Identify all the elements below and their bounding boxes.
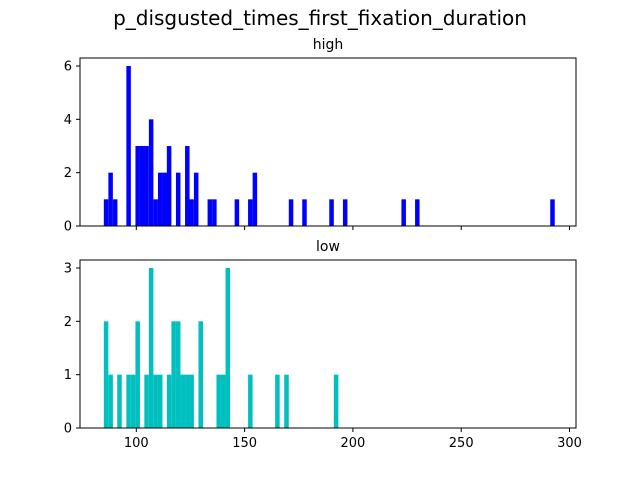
low-bar-21 [275,374,280,428]
high-bar-6 [144,146,149,226]
high-axes-frame [79,57,577,227]
low-bar-4 [130,374,136,428]
high-bar-18 [234,199,240,226]
low-ytick-label-3: 3 [64,262,72,277]
low-bar-7 [148,268,154,428]
low-bar-8 [153,374,158,428]
high-bar-26 [415,199,420,226]
high-bar-5 [139,146,145,226]
low-bar-13 [180,374,186,428]
low-bar-23 [333,374,339,428]
high-bar-24 [342,199,348,226]
low-bar-20 [248,374,253,428]
high-ytick-label-2: 2 [64,166,72,181]
low-bar-19 [225,268,231,428]
low-ytick-label-1: 1 [64,368,72,383]
low-bar-5 [135,321,140,428]
low-bar-16 [198,321,203,428]
high-bar-14 [189,199,194,226]
high-bar-12 [175,172,181,226]
high-bar-17 [212,199,217,226]
high-bar-22 [302,199,307,226]
low-xtick-label-150: 150 [232,436,257,451]
high-bar-1 [108,172,113,226]
high-bar-15 [193,172,199,226]
low-bar-11 [171,321,176,428]
low-xtick-label-300: 300 [557,436,582,451]
low-bar-12 [175,321,181,428]
high-ytick-label-6: 6 [64,60,72,75]
low-bar-1 [108,374,113,428]
low-bar-15 [189,374,194,428]
low-xtick-label-200: 200 [340,436,365,451]
low-bar-17 [216,374,221,428]
high-bar-13 [185,146,190,226]
low-bar-9 [157,374,163,428]
low-bar-3 [126,374,131,428]
high-bar-25 [401,199,406,226]
low-xtick-label-250: 250 [449,436,474,451]
high-bar-3 [126,66,131,226]
low-bar-14 [185,374,190,428]
high-bar-11 [166,146,172,226]
high-bar-20 [252,172,258,226]
high-bar-8 [153,199,158,226]
low-bar-2 [117,374,122,428]
high-ytick-label-0: 0 [64,220,72,235]
high-bar-9 [157,172,163,226]
high-bar-4 [135,146,140,226]
high-bar-7 [148,119,154,226]
high-bar-21 [288,199,294,226]
low-bar-6 [144,374,149,428]
high-ytick-label-4: 4 [64,113,72,128]
low-bar-22 [284,374,289,428]
high-bar-0 [103,199,109,226]
high-subplot-title: high [313,37,344,53]
figure-title: p_disgusted_times_first_fixation_duratio… [113,6,527,30]
high-bar-23 [329,199,334,226]
low-xtick-label-100: 100 [124,436,149,451]
high-bar-16 [207,199,213,226]
low-subplot-title: low [316,239,340,255]
low-axes-frame [79,259,577,429]
low-bar-10 [166,374,172,428]
high-bar-10 [162,172,168,226]
low-ytick-label-2: 2 [64,315,72,330]
low-bar-18 [221,374,226,428]
low-ytick-label-0: 0 [64,422,72,437]
high-bar-2 [112,199,118,226]
low-bar-0 [103,321,109,428]
high-bar-19 [248,199,253,226]
high-bar-27 [550,199,555,226]
